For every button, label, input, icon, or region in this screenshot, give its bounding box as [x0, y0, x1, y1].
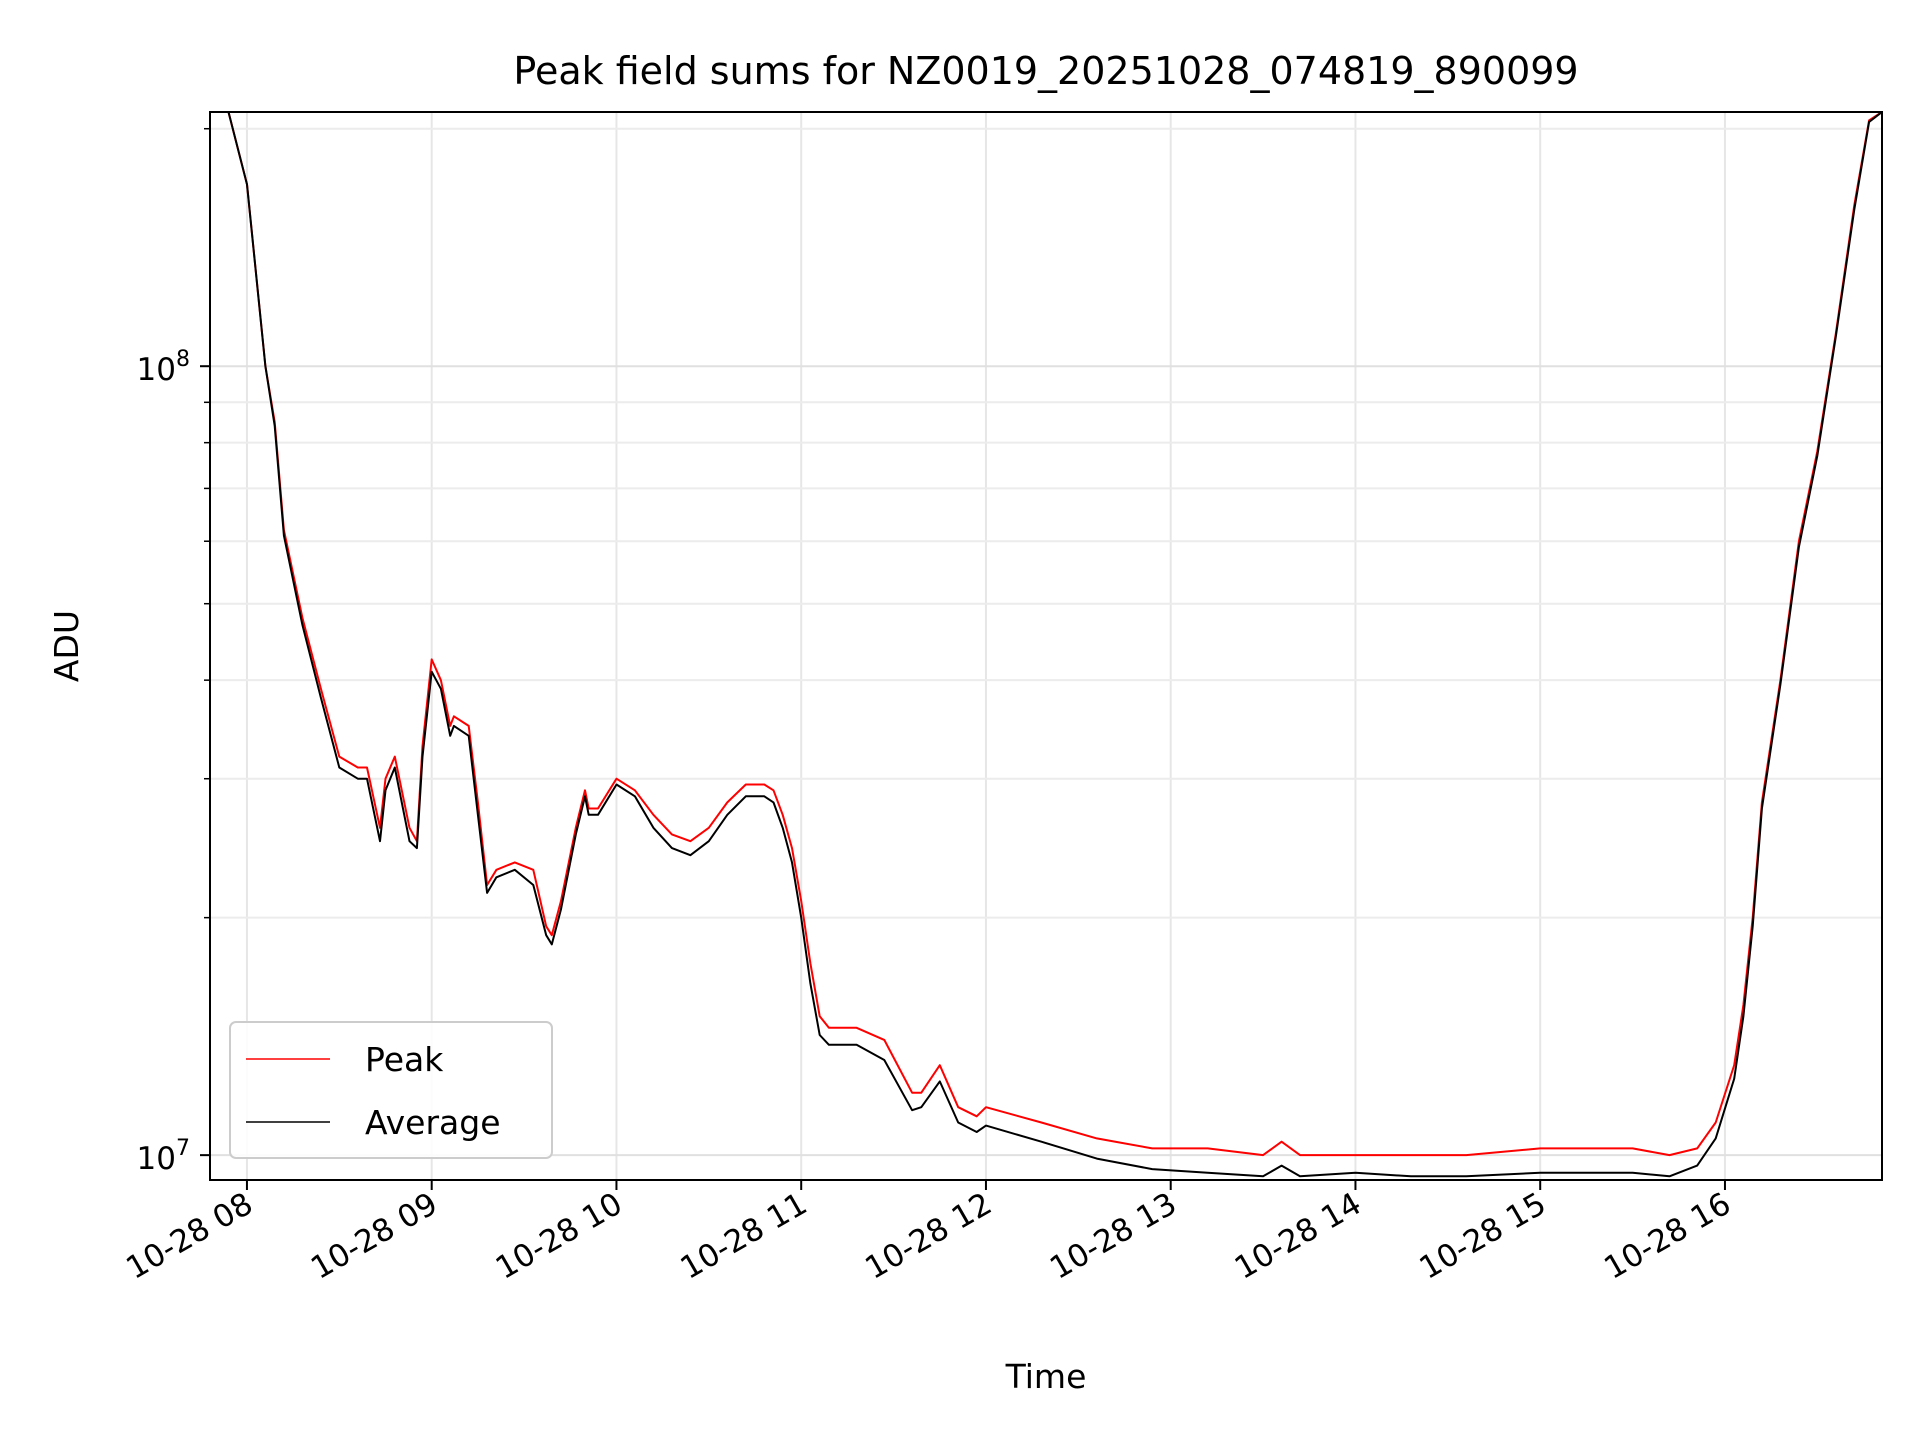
chart-title: Peak field sums for NZ0019_20251028_0748… [513, 49, 1578, 93]
legend-average-label: Average [365, 1103, 501, 1142]
plot-area-frame [209, 111, 1883, 1181]
y-axis-label: ADU [47, 610, 86, 682]
y-tick-label: 108 [137, 347, 190, 388]
legend-box [229, 1021, 553, 1159]
x-axis-label: Time [1005, 1357, 1087, 1396]
y-axis-ticks: 107 108 [137, 127, 210, 1177]
series-layer [210, 112, 1882, 1178]
series-line-peak [210, 112, 1882, 1157]
legend: Peak Average [229, 1021, 553, 1159]
series-line-average [210, 112, 1882, 1178]
legend-peak-label: Peak [365, 1040, 444, 1079]
y-tick-label: 107 [137, 1136, 190, 1177]
grid-lines [210, 112, 1882, 1180]
